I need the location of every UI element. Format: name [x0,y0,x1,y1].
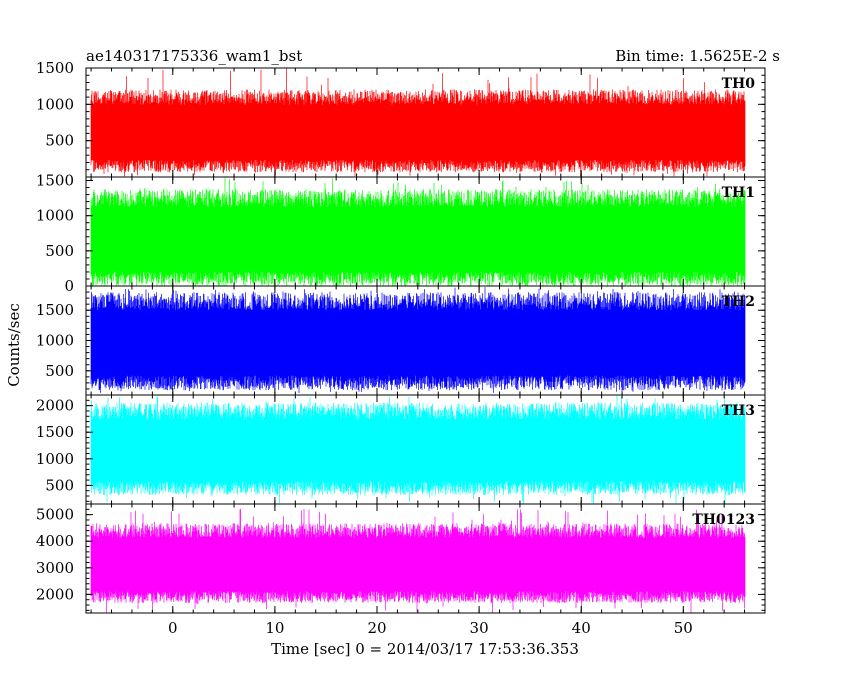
x-tick-label: 0 [168,619,178,637]
series-th2 [90,287,746,393]
y-tick-label: 4000 [36,532,74,550]
y-tick-label: 0 [64,277,74,295]
y-axis-label: Counts/sec [5,303,23,387]
x-tick-label: 30 [470,619,489,637]
x-tick-label: 20 [367,619,386,637]
series-th0 [90,68,746,177]
title-left: ae140317175336_wam1_bst [86,47,302,65]
y-tick-label: 1500 [36,301,74,319]
y-tick-label: 500 [45,242,74,260]
panel-frame-th0123 [85,503,766,614]
y-tick-label: 1000 [36,95,74,113]
panel-label-th2: TH2 [722,294,755,310]
panel-label-th0123: TH0123 [692,512,755,528]
panels-group: 50010001500TH0050010001500TH150010001500… [36,59,766,637]
y-tick-label: 1000 [36,207,74,225]
y-tick-label: 2000 [36,397,74,415]
y-tick-label: 500 [45,132,74,150]
series-th0123 [90,508,746,613]
y-tick-label: 500 [45,476,74,494]
y-tick-label: 1500 [36,59,74,77]
y-tick-label: 1000 [36,450,74,468]
panel-label-th3: TH3 [722,403,755,419]
y-tick-label: 2000 [36,585,74,603]
x-tick-label: 10 [265,619,284,637]
panel-label-th1: TH1 [722,185,755,201]
y-tick-label: 500 [45,362,74,380]
title-right: Bin time: 1.5625E-2 s [615,47,780,65]
y-tick-label: 1500 [36,423,74,441]
panel-label-th0: TH0 [722,76,756,92]
y-tick-label: 3000 [36,559,74,577]
y-tick-label: 1500 [36,172,74,190]
y-tick-label: 5000 [36,506,74,524]
x-tick-label: 50 [674,619,693,637]
y-tick-label: 1000 [36,332,74,350]
x-axis-label: Time [sec] 0 = 2014/03/17 17:53:36.353 [271,640,579,658]
x-tick-label: 40 [572,619,591,637]
series-th3 [90,395,746,504]
series-th1 [90,177,746,286]
